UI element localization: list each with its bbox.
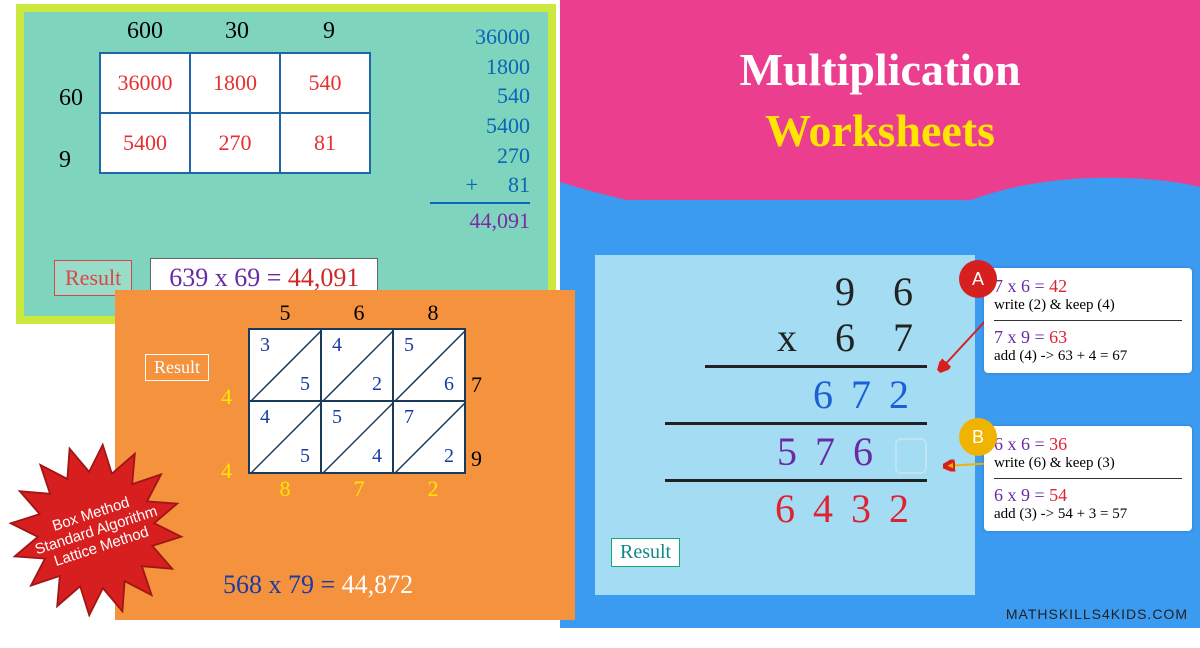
- rule: [705, 365, 927, 368]
- carry-digit: 4: [221, 434, 232, 508]
- multiplicand: 9 6: [615, 269, 927, 315]
- wave-divider: [560, 172, 1200, 228]
- title-line1: Multiplication: [739, 43, 1020, 96]
- title-banner: Multiplication Worksheets: [560, 0, 1200, 200]
- addend: 1800: [430, 52, 530, 82]
- box-col-label: 30: [191, 18, 283, 45]
- addend-last: +81: [430, 170, 530, 200]
- step-eq: 7 x 6 = 42: [994, 276, 1182, 297]
- lattice-col-labels: 5 6 8: [248, 300, 470, 326]
- step-card-a: A 7 x 6 = 42 write (2) & keep (4) 7 x 9 …: [984, 268, 1192, 373]
- lattice-result-expr: 568 x 79 = 44,872: [223, 570, 413, 600]
- box-cell: 81: [280, 113, 370, 173]
- title-line2: Worksheets: [765, 104, 995, 157]
- bottom-digit: 8: [248, 476, 322, 502]
- box-cell: 36000: [100, 53, 190, 113]
- lattice-grid: 35 42 56 45 54 72: [248, 328, 466, 474]
- partial-2: 576: [615, 429, 927, 475]
- step-badge-a: A: [959, 260, 997, 298]
- step-eq: 6 x 9 = 54: [994, 485, 1182, 506]
- step-note: write (6) & keep (3): [994, 455, 1182, 472]
- result-label: Result: [145, 354, 209, 381]
- addend: 270: [430, 141, 530, 171]
- box-total: 44,091: [430, 206, 530, 236]
- box-addition-column: 36000 1800 540 5400 270 +81 44,091: [430, 22, 530, 236]
- box-grid: 36000 1800 540 5400 270 81: [99, 52, 371, 174]
- addend: 5400: [430, 111, 530, 141]
- result-label: Result: [611, 538, 680, 567]
- box-method-card: 600 30 9 60 9 36000 1800 540 5400 270 81…: [16, 4, 556, 324]
- lattice-col-label: 5: [248, 300, 322, 326]
- sum-rule: [430, 202, 530, 204]
- multiplier: x 6 7: [615, 315, 927, 361]
- lattice-col-label: 6: [322, 300, 396, 326]
- step-note: add (3) -> 54 + 3 = 57: [994, 506, 1182, 523]
- bottom-digit: 7: [322, 476, 396, 502]
- lattice-bottom-digits: 8 7 2: [248, 476, 470, 502]
- box-row-label: 60: [59, 67, 83, 129]
- lattice-left-carry: 4 4: [221, 360, 232, 508]
- lattice-cell: 35: [249, 329, 321, 401]
- step-eq: 6 x 6 = 36: [994, 434, 1182, 455]
- expr-lhs: 639 x 69 =: [169, 263, 288, 292]
- step-eq: 7 x 9 = 63: [994, 327, 1182, 348]
- lattice-cell: 72: [393, 401, 465, 473]
- bottom-digit: 2: [396, 476, 470, 502]
- step-card-b: B 6 x 6 = 36 write (6) & keep (3) 6 x 9 …: [984, 426, 1192, 531]
- blank-box: [895, 438, 927, 474]
- standard-algo-card: 9 6 x 6 7 672 576 6432 Result: [595, 255, 975, 595]
- step-badge-b: B: [959, 418, 997, 456]
- lattice-cell: 56: [393, 329, 465, 401]
- lattice-cell: 45: [249, 401, 321, 473]
- expr-lhs: 568 x 79 =: [223, 570, 342, 599]
- carry-digit: 4: [221, 360, 232, 434]
- addend: 36000: [430, 22, 530, 52]
- box-cell: 270: [190, 113, 280, 173]
- expr-rhs: 44,872: [342, 570, 414, 599]
- box-cell: 5400: [100, 113, 190, 173]
- final-product: 6432: [615, 486, 927, 532]
- rule: [665, 479, 927, 482]
- rule: [994, 478, 1182, 479]
- expr-rhs: 44,091: [288, 263, 360, 292]
- box-col-label: 9: [283, 18, 375, 45]
- rule: [994, 320, 1182, 321]
- box-col-label: 600: [99, 18, 191, 45]
- box-row-labels: 60 9: [59, 67, 83, 191]
- box-row-label: 9: [59, 129, 83, 191]
- rule: [665, 422, 927, 425]
- box-cell: 540: [280, 53, 370, 113]
- plus-sign: +: [466, 170, 478, 200]
- lattice-cell: 42: [321, 329, 393, 401]
- watermark: MATHSKILLS4KIDS.COM: [1006, 606, 1188, 622]
- box-col-labels: 600 30 9: [99, 18, 375, 45]
- addend: 540: [430, 81, 530, 111]
- partial-1: 672: [615, 372, 927, 418]
- box-cell: 1800: [190, 53, 280, 113]
- lattice-col-label: 8: [396, 300, 470, 326]
- step-note: add (4) -> 63 + 4 = 67: [994, 348, 1182, 365]
- step-note: write (2) & keep (4): [994, 297, 1182, 314]
- lattice-cell: 54: [321, 401, 393, 473]
